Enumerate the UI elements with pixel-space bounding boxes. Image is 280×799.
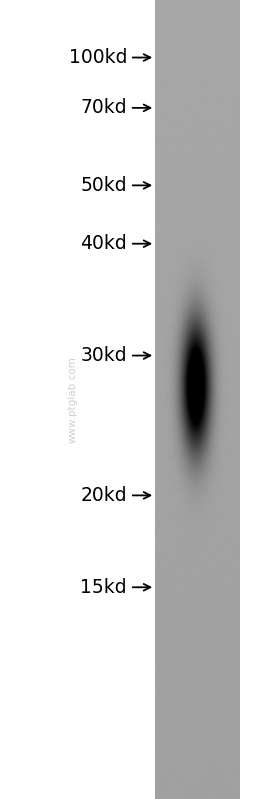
Text: 40kd: 40kd bbox=[80, 234, 127, 253]
Text: 70kd: 70kd bbox=[80, 98, 127, 117]
Text: 15kd: 15kd bbox=[80, 578, 127, 597]
Text: 100kd: 100kd bbox=[69, 48, 127, 67]
Text: 50kd: 50kd bbox=[80, 176, 127, 195]
Text: 30kd: 30kd bbox=[80, 346, 127, 365]
Text: 20kd: 20kd bbox=[80, 486, 127, 505]
Text: www.ptglab.com: www.ptglab.com bbox=[68, 356, 78, 443]
